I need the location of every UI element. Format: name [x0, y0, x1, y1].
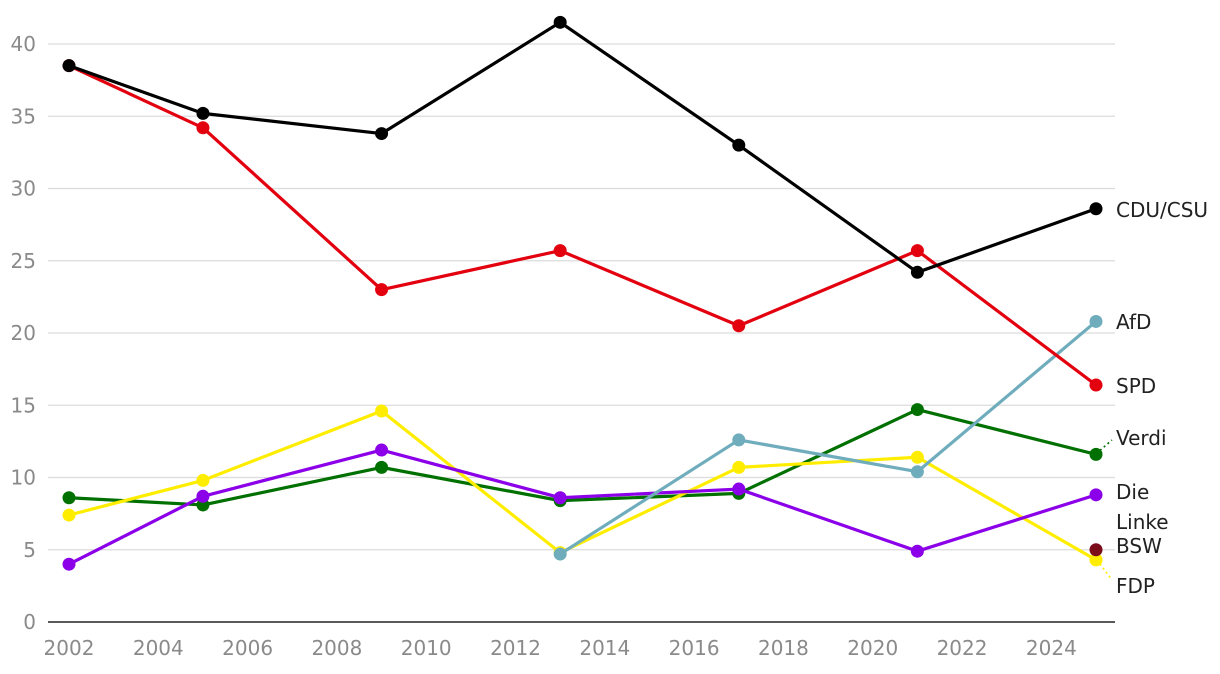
data-point-afd — [553, 547, 567, 561]
y-tick-label: 0 — [23, 610, 36, 634]
x-tick-label: 2002 — [44, 636, 95, 660]
data-point-afd — [910, 465, 924, 479]
x-tick-label: 2014 — [579, 636, 630, 660]
data-point-die-linke — [732, 482, 746, 496]
y-tick-label: 10 — [11, 466, 36, 490]
data-point-cdu-csu — [1089, 202, 1103, 216]
data-point-spd — [553, 244, 567, 258]
series-label-cdu-csu: CDU/CSU — [1116, 198, 1208, 222]
leader-line-fdp — [1099, 563, 1113, 581]
series-label-fdp: FDP — [1116, 574, 1155, 598]
x-tick-label: 2016 — [669, 636, 720, 660]
series-afd — [553, 314, 1103, 561]
series-label-afd: AfD — [1116, 310, 1151, 334]
data-point-verdi — [1089, 447, 1103, 461]
series-bsw — [1089, 543, 1103, 557]
series-die-linke — [62, 443, 1103, 571]
data-point-die-linke — [1089, 488, 1103, 502]
x-tick-label: 2004 — [133, 636, 184, 660]
series-label-linke: Linke — [1116, 510, 1169, 534]
data-point-cdu-csu — [62, 59, 76, 73]
data-point-fdp — [1089, 553, 1103, 567]
x-tick-label: 2018 — [758, 636, 809, 660]
y-axis-ticks: 0 5 10 15 20 25 30 35 40 — [11, 32, 36, 634]
data-point-spd — [196, 121, 210, 135]
series-spd — [62, 59, 1103, 392]
data-point-bsw — [1089, 543, 1103, 557]
data-point-fdp — [375, 404, 389, 418]
data-point-verdi — [62, 491, 76, 505]
series-label-die: Die — [1116, 480, 1149, 504]
series-line-die-linke — [67, 448, 1098, 566]
data-point-fdp — [732, 460, 746, 474]
data-point-die-linke — [62, 557, 76, 571]
x-tick-label: 2006 — [222, 636, 273, 660]
data-point-fdp — [910, 450, 924, 464]
data-point-verdi — [910, 403, 924, 417]
data-point-die-linke — [910, 544, 924, 558]
y-tick-label: 15 — [11, 393, 36, 417]
y-tick-label: 20 — [11, 321, 36, 345]
data-point-fdp — [196, 473, 210, 487]
x-axis-ticks: 2002 2004 2006 2008 2010 2012 2014 2016 2018 2020… — [44, 636, 1077, 660]
data-point-afd — [1089, 314, 1103, 328]
data-point-cdu-csu — [553, 15, 567, 29]
y-tick-label: 30 — [11, 177, 36, 201]
series-line-fdp — [67, 409, 1098, 562]
series-layer — [62, 15, 1103, 571]
data-point-die-linke — [553, 491, 567, 505]
y-tick-label: 5 — [23, 538, 36, 562]
series-label-verdi: Verdi — [1116, 426, 1167, 450]
data-point-spd — [732, 319, 746, 333]
data-point-verdi — [375, 460, 389, 474]
series-label-bsw: BSW — [1116, 534, 1162, 558]
leader-line-verdi — [1099, 439, 1113, 451]
data-point-spd — [910, 244, 924, 258]
y-tick-label: 40 — [11, 32, 36, 56]
x-tick-label: 2008 — [311, 636, 362, 660]
data-point-spd — [1089, 378, 1103, 392]
x-tick-label: 2020 — [847, 636, 898, 660]
grid — [48, 43, 1115, 551]
y-tick-label: 25 — [11, 249, 36, 273]
series-line-afd — [558, 319, 1098, 556]
data-point-cdu-csu — [196, 106, 210, 120]
series-cdu-csu — [62, 15, 1103, 279]
x-tick-label: 2010 — [401, 636, 452, 660]
series-label-spd: SPD — [1116, 374, 1156, 398]
data-point-cdu-csu — [732, 138, 746, 152]
data-point-afd — [732, 433, 746, 447]
x-tick-label: 2024 — [1026, 636, 1077, 660]
x-tick-label: 2012 — [490, 636, 541, 660]
data-point-die-linke — [375, 443, 389, 457]
data-point-cdu-csu — [375, 127, 389, 141]
series-line-spd — [67, 64, 1098, 387]
data-point-fdp — [62, 508, 76, 522]
y-tick-label: 35 — [11, 104, 36, 128]
data-point-die-linke — [196, 489, 210, 503]
data-point-spd — [375, 283, 389, 297]
data-point-cdu-csu — [910, 265, 924, 279]
x-tick-label: 2022 — [937, 636, 988, 660]
